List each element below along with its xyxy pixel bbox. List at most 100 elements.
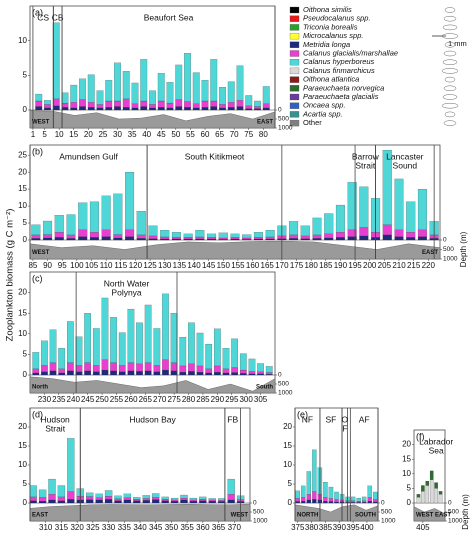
- depth-tick-label: 1000: [448, 518, 463, 525]
- bar-segment: [89, 201, 99, 233]
- x-tick-label: 335: [118, 523, 132, 532]
- bar-segment: [66, 238, 76, 241]
- bar-segment: [170, 501, 179, 504]
- bar-segment: [144, 370, 152, 376]
- bar-segment: [199, 499, 207, 501]
- y-tick-label: 0: [23, 105, 28, 114]
- x-tick-label: 45: [157, 130, 166, 139]
- bar-segment: [207, 238, 217, 241]
- y-tick-label: 15: [18, 308, 27, 317]
- bar-segment: [201, 80, 209, 102]
- bar-segment: [335, 232, 345, 238]
- x-tick-label: 60: [201, 130, 210, 139]
- legend-icon: [443, 15, 457, 22]
- bar-segment: [189, 497, 198, 501]
- bar-segment: [214, 372, 221, 376]
- x-tick-label: 310: [39, 523, 53, 532]
- bar-segment: [122, 98, 130, 108]
- bar-segment: [350, 500, 356, 503]
- x-tick-label: 220: [422, 261, 436, 270]
- bar-segment: [295, 498, 300, 502]
- bar-segment: [52, 105, 60, 111]
- bar-segment: [361, 500, 367, 503]
- bar-segment: [219, 87, 226, 105]
- legend-label: Oncaea spp.: [303, 101, 346, 110]
- y-tick-label: 5: [23, 479, 28, 488]
- x-tick-label: 390: [333, 523, 347, 532]
- panel-label: (a): [32, 7, 43, 17]
- x-tick-label: 320: [70, 523, 84, 532]
- bar-segment: [127, 370, 135, 376]
- bar-segment: [218, 232, 228, 239]
- legend-icon: [444, 42, 456, 48]
- panel-frame: [294, 407, 379, 522]
- y-tick-label: 0: [23, 235, 28, 244]
- bar-segment: [161, 499, 169, 501]
- x-tick-label: 260: [124, 395, 138, 404]
- bar-segment: [170, 497, 179, 501]
- bar-segment: [54, 232, 64, 238]
- bar-segment: [222, 372, 230, 376]
- bar-segment: [67, 321, 74, 363]
- y-tick-label: 10: [18, 460, 27, 469]
- bar-segment: [70, 84, 78, 103]
- bar-segment: [242, 234, 252, 239]
- region-label: Polynya: [111, 287, 142, 297]
- bar-segment: [231, 338, 238, 368]
- y-tick-label: 20: [283, 422, 292, 431]
- bar-segment: [334, 499, 339, 502]
- x-tick-label: 275: [167, 395, 181, 404]
- bar-segment: [170, 313, 178, 363]
- bar-segment: [222, 368, 230, 374]
- bar-segment: [236, 106, 244, 111]
- bar-segment: [114, 495, 122, 499]
- x-tick-label: 325: [86, 523, 100, 532]
- bar-segment: [58, 368, 66, 374]
- bar-segment: [92, 365, 100, 372]
- bar-segment: [131, 82, 139, 104]
- bar-segment: [101, 369, 109, 376]
- bar-segment: [218, 498, 226, 501]
- bar-segment: [166, 102, 174, 109]
- bar-segment: [87, 102, 95, 108]
- bar-segment: [153, 328, 161, 366]
- x-tick-label: 280: [182, 395, 196, 404]
- x-tick-label: 70: [230, 130, 239, 139]
- bar-segment: [425, 485, 430, 504]
- bar-segment: [195, 238, 205, 241]
- bar-segment: [84, 362, 91, 371]
- legend-label: Acartia spp.: [302, 109, 343, 118]
- x-tick-label: 265: [139, 395, 153, 404]
- legend-swatch: [289, 50, 300, 57]
- depth-tick-label: 0: [448, 500, 452, 507]
- x-tick-label: 95: [58, 261, 67, 270]
- bar-segment: [67, 499, 75, 504]
- bar-segment: [429, 470, 434, 480]
- bar-segment: [218, 237, 228, 240]
- bar-segment: [157, 73, 165, 102]
- bar-segment: [66, 234, 76, 239]
- bar-segment: [41, 365, 48, 372]
- bar-segment: [188, 371, 195, 376]
- bar-segment: [86, 499, 94, 504]
- bar-segment: [295, 501, 300, 504]
- region-label: O: [341, 414, 348, 424]
- legend-swatch: [289, 6, 300, 14]
- x-tick-label: 385: [319, 523, 333, 532]
- bar-segment: [31, 234, 41, 239]
- bar-segment: [125, 229, 135, 237]
- bar-segment: [84, 313, 91, 363]
- bar-segment: [210, 100, 218, 107]
- bar-segment: [335, 237, 345, 241]
- bar-segment: [79, 106, 86, 111]
- bar-segment: [140, 106, 148, 111]
- bar-segment: [208, 501, 216, 504]
- bar-segment: [253, 237, 263, 240]
- bar-segment: [110, 370, 117, 376]
- side-label: WEST: [32, 250, 50, 256]
- bar-segment: [394, 236, 404, 241]
- bar-segment: [101, 195, 111, 230]
- bar-segment: [78, 229, 88, 237]
- bar-segment: [57, 496, 66, 501]
- bar-segment: [43, 237, 53, 241]
